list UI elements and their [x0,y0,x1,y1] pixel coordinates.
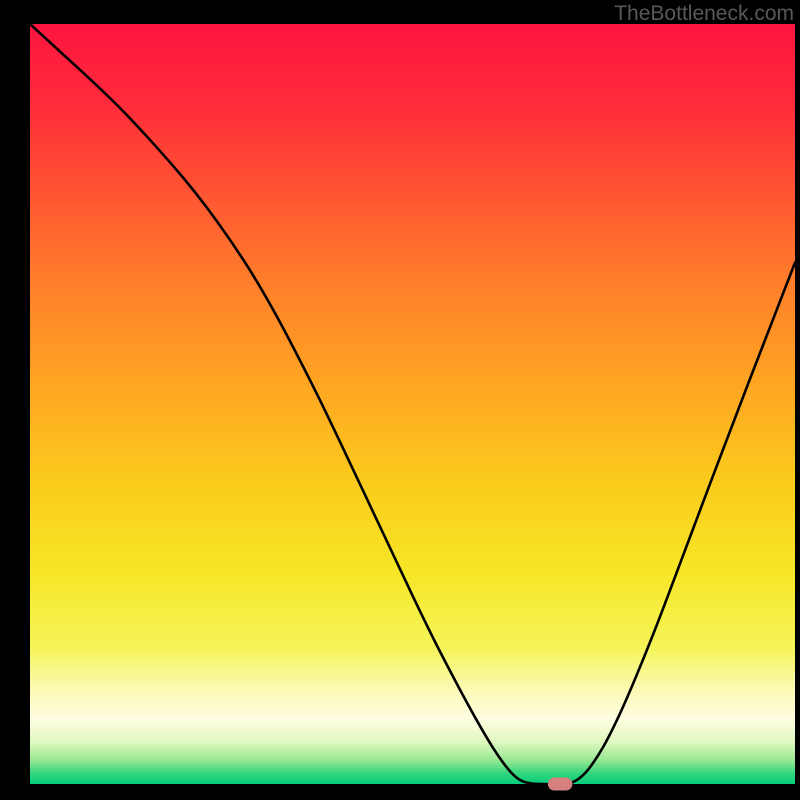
sweet-spot-marker [548,778,572,791]
bottleneck-curve-plot [0,0,800,800]
plot-container [0,0,800,800]
plot-background [30,24,795,784]
chart-frame: TheBottleneck.com [0,0,800,800]
watermark-text: TheBottleneck.com [614,2,794,26]
